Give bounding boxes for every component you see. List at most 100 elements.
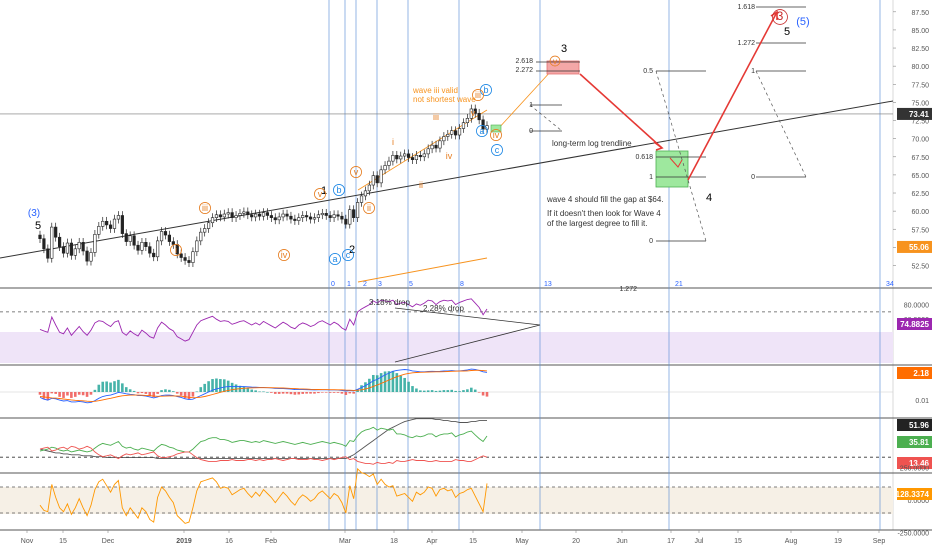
macd-hist-bar [454, 390, 457, 392]
macd-hist-bar [328, 392, 332, 393]
macd-hist-bar [81, 392, 85, 396]
fib-level-label: 2.272 [515, 67, 533, 74]
candle [430, 144, 434, 150]
time-tick-label: Aug [785, 538, 798, 545]
candle [238, 213, 242, 216]
macd-hist-bar [407, 381, 410, 392]
time-tick-label: Mar [339, 538, 352, 545]
macd-hist-bar [297, 392, 301, 395]
candle [144, 242, 148, 247]
fib-count-label: 5 [409, 281, 413, 288]
candle [152, 252, 156, 258]
macd-hist-bar [164, 389, 167, 392]
macd-hist-bar [89, 392, 93, 395]
macd-hist-bar [293, 392, 297, 395]
candle [128, 235, 132, 242]
macd-hist-bar [93, 389, 97, 392]
price-tick-label: 52.50 [911, 264, 929, 271]
wave-ring [490, 129, 502, 141]
candle [210, 217, 215, 224]
cci-tick-label: -250.0000 [897, 531, 929, 538]
macd-hist-bar [258, 391, 261, 393]
target-zone-box [546, 60, 580, 75]
wave-ring [342, 249, 354, 261]
candle [273, 217, 277, 221]
adx-value-badge: 51.96 [909, 421, 930, 430]
candle [89, 252, 93, 262]
fib-level-label: 1.272 [619, 286, 637, 293]
macd-hist-bar [254, 390, 257, 392]
candle [179, 253, 183, 258]
candle [375, 175, 379, 184]
candle [379, 169, 383, 184]
candle [112, 218, 117, 229]
time-tick-label: 18 [390, 538, 398, 545]
cci-tick-label: 0.0000 [908, 498, 930, 505]
macd-hist-bar [450, 389, 454, 392]
plus-di-badge-bg [897, 436, 932, 448]
rsi-value-badge: 74.8825 [900, 320, 929, 329]
macd-hist-bar [332, 392, 336, 393]
time-tick-label: Feb [265, 538, 277, 545]
candle [363, 190, 368, 197]
macd-hist-bar [97, 384, 101, 392]
macd-hist-bar [234, 384, 238, 392]
fib-level-label: 1 [649, 174, 653, 181]
macd-hist-bar [215, 378, 218, 392]
candle [387, 160, 391, 166]
price-tick-label: 87.50 [911, 10, 929, 17]
candle [69, 242, 73, 256]
candle [93, 234, 97, 253]
candle [195, 240, 199, 253]
candle [297, 217, 301, 221]
candle [395, 155, 399, 160]
dmi-pane [0, 418, 893, 465]
macd-hist-bar [273, 392, 277, 394]
wave-label: 5 [784, 26, 790, 38]
candle [305, 215, 309, 218]
candle [301, 215, 305, 218]
candle [344, 218, 348, 225]
wave-label: iv [446, 151, 453, 161]
macd-hist-bar [144, 392, 148, 394]
candle [265, 212, 270, 216]
fib-count-label: 2 [363, 281, 367, 288]
candle [222, 213, 226, 218]
wave-label: 4 [706, 192, 712, 204]
candle [316, 214, 320, 218]
candle [434, 144, 438, 149]
macd-hist-bar [281, 392, 285, 394]
macd-hist-bar [187, 392, 191, 400]
macd-hist-bar [430, 390, 434, 392]
candle [214, 214, 219, 218]
adx-line [39, 418, 487, 460]
macd-hist-bar [285, 392, 289, 394]
wave-ring [350, 166, 362, 178]
time-tick-label: 15 [59, 538, 67, 545]
macd-hist-bar [42, 392, 46, 399]
wave-projection-line [357, 109, 488, 191]
wave-label: c [495, 145, 500, 155]
wave-ring [491, 144, 503, 156]
candle [391, 155, 395, 162]
time-tick-label: 17 [667, 538, 675, 545]
macd-hist-bar [277, 392, 281, 394]
fib-count-label: 0 [331, 281, 335, 288]
macd-hist-bar [313, 392, 316, 394]
rsi-tick-label: 80.0000 [904, 303, 929, 310]
macd-hist-bar [446, 390, 450, 392]
macd-hist-bar [101, 381, 105, 392]
wave-label: 5 [35, 220, 41, 232]
candle [73, 248, 77, 256]
wave-label: iv [281, 250, 288, 260]
candle [469, 108, 473, 119]
macd-value-badge: 2.18 [913, 369, 929, 378]
price-pane [0, 69, 894, 283]
fib-level-label: 1 [751, 68, 755, 75]
macd-hist-bar [199, 387, 203, 392]
macd-hist-bar [462, 390, 465, 392]
macd-hist-bar [191, 392, 195, 397]
macd-hist-bar [434, 390, 438, 392]
wave-ring [333, 184, 345, 196]
price-tick-label: 62.50 [911, 191, 929, 198]
